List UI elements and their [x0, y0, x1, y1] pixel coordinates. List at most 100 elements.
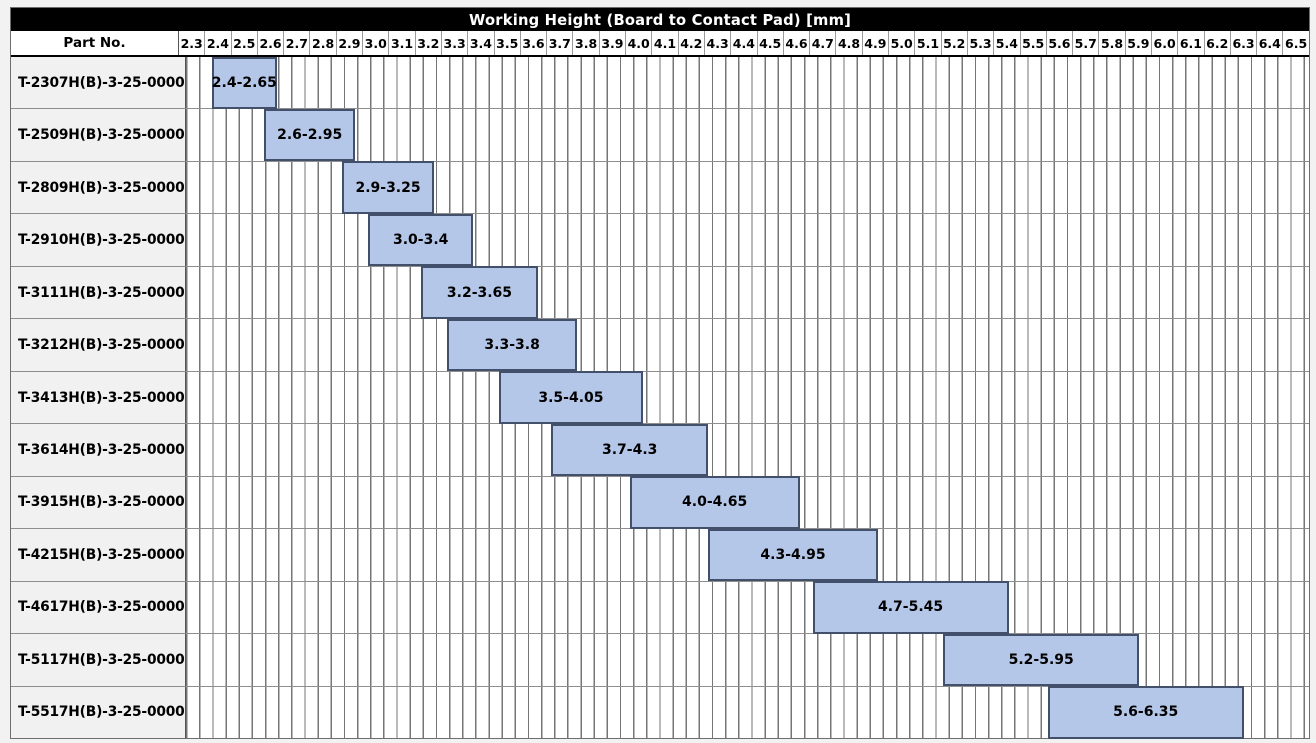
x-axis-tick: 4.5	[756, 31, 783, 55]
range-bar-label: 3.5-4.05	[538, 389, 604, 406]
range-bar-label: 5.6-6.35	[1113, 704, 1179, 721]
part-no-cell: T-2910H(B)-3-25-0000	[11, 214, 186, 266]
part-no-cell: T-2809H(B)-3-25-0000	[11, 161, 186, 214]
row-grid: 4.7-5.45	[185, 581, 1309, 634]
part-no-cell: T-5117H(B)-3-25-0000	[11, 634, 186, 686]
x-axis-tick: 6.5	[1282, 31, 1308, 55]
range-bar-label: 3.2-3.65	[446, 284, 513, 301]
row-grid: 4.3-4.95	[185, 528, 1309, 582]
x-axis-tick: 4.4	[730, 31, 756, 55]
x-axis-tick: 3.0	[362, 31, 388, 55]
part-row: T-4617H(B)-3-25-0000 4.7-5.45	[11, 580, 1309, 634]
row-grid: 3.2-3.65	[185, 266, 1309, 319]
x-axis-tick: 3.6	[519, 31, 546, 55]
range-bar: 4.0-4.65	[629, 476, 800, 529]
x-axis-tick: 2.8	[309, 31, 335, 55]
part-no-cell: T-2307H(B)-3-25-0000	[11, 57, 186, 109]
part-no-cell: T-3413H(B)-3-25-0000	[11, 371, 186, 424]
part-row: T-2509H(B)-3-25-0000 2.6-2.95	[11, 108, 1309, 162]
part-row: T-3915H(B)-3-25-0000 4.0-4.65	[11, 475, 1309, 529]
x-axis-tick: 3.5	[493, 31, 520, 55]
x-axis-tick: 6.2	[1203, 31, 1230, 55]
x-axis-tick: 5.1	[914, 31, 940, 55]
x-axis-tick: 4.6	[782, 31, 809, 55]
part-no-cell: T-2509H(B)-3-25-0000	[11, 109, 186, 161]
row-grid: 3.7-4.3	[185, 423, 1309, 477]
part-row: T-3413H(B)-3-25-0000 3.5-4.05	[11, 370, 1309, 424]
x-axis-tick: 5.6	[1045, 31, 1072, 55]
x-axis-tick: 4.7	[809, 31, 835, 55]
chart-title-bar: Working Height (Board to Contact Pad) [m…	[11, 8, 1309, 31]
part-row: T-3614H(B)-3-25-0000 3.7-4.3	[11, 423, 1309, 477]
chart-title: Working Height (Board to Contact Pad) [m…	[469, 10, 851, 29]
part-row: T-2809H(B)-3-25-0000 2.9-3.25	[11, 160, 1309, 214]
row-grid: 2.9-3.25	[185, 161, 1309, 214]
range-bar-label: 5.2-5.95	[1008, 651, 1074, 668]
range-bar: 3.7-4.3	[551, 423, 709, 477]
chart-rows: T-2307H(B)-3-25-0000 2.4-2.65 T-2509H(B)-3…	[11, 56, 1309, 739]
x-axis-tick: 5.0	[888, 31, 914, 55]
range-bar-label: 3.0-3.4	[392, 232, 449, 249]
part-no-cell: T-4617H(B)-3-25-0000	[11, 581, 186, 634]
row-grid: 3.0-3.4	[185, 213, 1309, 267]
row-grid: 5.2-5.95	[185, 633, 1309, 687]
part-no-cell: T-3915H(B)-3-25-0000	[11, 476, 186, 529]
range-bar: 4.3-4.95	[708, 528, 878, 582]
x-axis-tick: 3.4	[467, 31, 493, 55]
range-bar: 3.0-3.4	[368, 213, 473, 267]
x-axis-tick: 2.6	[256, 31, 283, 55]
range-bar: 3.3-3.8	[446, 318, 578, 372]
x-axis-tick: 4.2	[677, 31, 704, 55]
x-axis-tick: 5.8	[1098, 31, 1124, 55]
row-grid: 3.5-4.05	[185, 371, 1309, 424]
x-axis-tick: 2.4	[204, 31, 230, 55]
range-bar-label: 4.7-5.45	[877, 599, 944, 616]
range-bar-label: 2.9-3.25	[355, 179, 421, 196]
row-grid: 4.0-4.65	[185, 476, 1309, 529]
x-axis-tick: 2.9	[335, 31, 362, 55]
x-axis-tick: 3.8	[572, 31, 598, 55]
part-row: T-3111H(B)-3-25-0000 3.2-3.65	[11, 265, 1309, 319]
range-bar: 2.6-2.95	[263, 108, 356, 162]
x-axis-tick: 4.8	[835, 31, 861, 55]
working-height-chart: Working Height (Board to Contact Pad) [m…	[10, 7, 1310, 739]
range-bar-label: 4.3-4.95	[760, 546, 826, 563]
x-axis-tick: 3.1	[388, 31, 414, 55]
x-axis-tick: 4.0	[625, 31, 651, 55]
part-row: T-2910H(B)-3-25-0000 3.0-3.4	[11, 213, 1309, 267]
x-axis-tick: 4.3	[703, 31, 730, 55]
row-grid: 5.6-6.35	[185, 686, 1309, 739]
x-axis-tick: 4.1	[651, 31, 677, 55]
part-row: T-5117H(B)-3-25-0000 5.2-5.95	[11, 633, 1309, 687]
part-row: T-5517H(B)-3-25-0000 5.6-6.35	[11, 685, 1309, 739]
row-grid: 2.4-2.65	[185, 56, 1309, 109]
x-axis-tick: 5.2	[940, 31, 967, 55]
x-axis-tick: 6.0	[1150, 31, 1177, 55]
x-axis-tick: 3.9	[598, 31, 625, 55]
part-no-cell: T-4215H(B)-3-25-0000	[11, 529, 186, 581]
range-bar: 4.7-5.45	[812, 581, 1009, 634]
range-bar: 5.6-6.35	[1047, 686, 1244, 739]
range-bar-label: 4.0-4.65	[682, 494, 748, 511]
part-no-cell: T-3614H(B)-3-25-0000	[11, 424, 186, 476]
x-axis-tick: 5.7	[1072, 31, 1098, 55]
part-row: T-4215H(B)-3-25-0000 4.3-4.95	[11, 528, 1309, 582]
x-axis-tick: 6.3	[1229, 31, 1256, 55]
x-axis-tick: 3.2	[414, 31, 441, 55]
range-bar: 5.2-5.95	[943, 633, 1140, 687]
x-axis-tick: 4.9	[861, 31, 888, 55]
x-axis-tick: 3.7	[546, 31, 572, 55]
range-bar-label: 2.6-2.95	[277, 127, 343, 144]
part-no-cell: T-3212H(B)-3-25-0000	[11, 319, 186, 371]
range-bar: 2.4-2.65	[211, 56, 277, 109]
part-no-cell: T-3111H(B)-3-25-0000	[11, 266, 186, 319]
x-axis-tick: 5.5	[1019, 31, 1046, 55]
range-bar-label: 3.7-4.3	[601, 442, 658, 459]
row-grid: 2.6-2.95	[185, 108, 1309, 162]
axis-header-row: Part No. 2.3 2.4 2.5 2.6 2.7 2.8 2.9 3.0 3.1 3.2 3…	[11, 31, 1309, 57]
range-bar-label: 3.3-3.8	[484, 337, 540, 354]
x-axis-tick: 5.4	[993, 31, 1019, 55]
x-axis-tick: 6.4	[1256, 31, 1282, 55]
x-axis-tick: 3.3	[440, 31, 467, 55]
range-bar: 3.5-4.05	[499, 371, 643, 424]
